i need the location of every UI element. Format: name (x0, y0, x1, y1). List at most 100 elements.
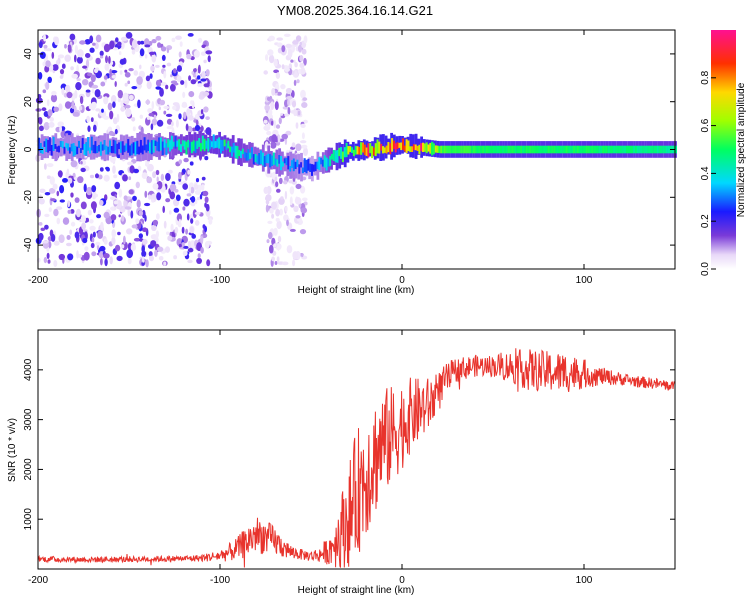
noise-blob (274, 176, 278, 182)
noise-blob (94, 68, 99, 74)
ridge-cell (130, 143, 133, 156)
noise-blob (118, 188, 123, 198)
ridge-cell (491, 145, 494, 154)
noise-blob (294, 70, 297, 78)
noise-blob (50, 233, 56, 242)
ridge-cell (487, 145, 490, 154)
ridge-cell (50, 145, 53, 156)
noise-blob (115, 37, 119, 43)
noise-blob (103, 238, 108, 245)
noise-blob (151, 198, 155, 203)
noise-blob (128, 94, 134, 101)
ridge-cell (411, 146, 414, 152)
ridge-cell (387, 142, 390, 153)
noise-blob (136, 40, 141, 46)
noise-blob (185, 228, 189, 235)
noise-blob (186, 193, 192, 197)
noise-blob (111, 229, 116, 238)
noise-blob (49, 176, 55, 185)
ridge-cell (119, 141, 122, 153)
noise-blob (152, 171, 157, 179)
noise-blob (48, 187, 56, 194)
ridge-cell (398, 142, 401, 148)
noise-blob (294, 197, 302, 205)
noise-blob (122, 174, 128, 182)
noise-blob (273, 120, 277, 129)
noise-blob (285, 87, 293, 95)
noise-blob (75, 208, 82, 218)
noise-blob (48, 121, 55, 128)
noise-blob (103, 96, 109, 105)
noise-blob (178, 171, 182, 180)
noise-blob (103, 75, 108, 80)
noise-blob (299, 62, 305, 69)
noise-blob (201, 71, 206, 79)
noise-blob (188, 185, 192, 195)
noise-blob (89, 219, 94, 224)
ridge-cell (449, 145, 452, 154)
colorbar-tick-label: 0.8 (700, 70, 711, 84)
noise-blob (92, 231, 96, 238)
noise-blob (271, 213, 275, 219)
noise-blob (170, 83, 176, 92)
noise-blob (99, 245, 106, 252)
noise-blob (187, 259, 193, 264)
noise-blob (168, 210, 172, 215)
noise-blob (190, 218, 194, 224)
ridge-cell (454, 145, 457, 154)
ridge-cell (644, 145, 647, 154)
noise-blob (130, 243, 137, 251)
noise-blob (94, 89, 101, 98)
noise-blob (204, 241, 210, 249)
noise-blob (295, 122, 299, 129)
ridge-cell (252, 154, 255, 165)
ridge-cell (420, 143, 423, 152)
ridge-cell (496, 145, 499, 154)
ridge-cell (474, 145, 477, 154)
ridge-cell (291, 160, 293, 168)
noise-blob (138, 84, 142, 88)
noise-blob (165, 198, 171, 203)
ridge-cell (172, 141, 175, 147)
noise-blob (165, 84, 169, 90)
ridge-cell (596, 145, 599, 154)
noise-blob (149, 255, 154, 262)
noise-blob (281, 133, 289, 140)
ridge-cell (664, 145, 667, 154)
noise-blob (301, 48, 307, 55)
noise-blob (67, 200, 71, 208)
noise-blob (117, 98, 122, 103)
noise-blob (139, 64, 142, 70)
noise-blob (203, 106, 209, 113)
noise-blob (71, 100, 75, 109)
ridge-cell (194, 141, 197, 153)
ridge-cell (260, 150, 262, 164)
noise-blob (171, 121, 174, 127)
ridge-cell (549, 145, 552, 154)
ridge-cell (556, 145, 559, 154)
ridge-cell (360, 142, 363, 155)
noise-blob (204, 202, 208, 208)
ridge-cell (633, 145, 636, 154)
noise-blob (74, 44, 78, 54)
ridge-cell (536, 145, 539, 154)
noise-blob (43, 257, 48, 264)
noise-blob (145, 99, 151, 105)
noise-blob (200, 51, 207, 56)
noise-blob (110, 214, 117, 221)
ridge-cell (143, 137, 146, 151)
ridge-cell (200, 143, 202, 152)
noise-blob (297, 44, 302, 53)
noise-blob (299, 229, 307, 235)
noise-blob (104, 258, 108, 267)
noise-blob (301, 132, 305, 140)
spectral-ridge (38, 131, 677, 182)
ridge-cell (442, 145, 444, 154)
noise-blob (205, 69, 210, 77)
noise-blob (114, 128, 118, 135)
noise-blob (131, 49, 136, 55)
ridge-cell (584, 145, 586, 154)
ridge-cell (48, 137, 51, 151)
ridge-cell (147, 139, 150, 151)
